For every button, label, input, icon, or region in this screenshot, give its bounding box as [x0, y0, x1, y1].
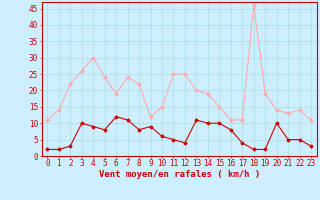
X-axis label: Vent moyen/en rafales ( km/h ): Vent moyen/en rafales ( km/h )	[99, 170, 260, 179]
